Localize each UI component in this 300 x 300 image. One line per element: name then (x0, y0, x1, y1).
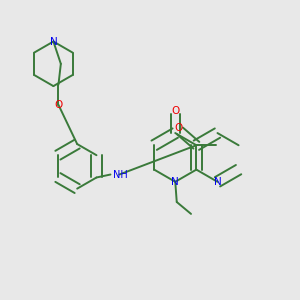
Text: O: O (175, 123, 183, 133)
Text: N: N (50, 37, 57, 46)
Text: N: N (214, 177, 221, 187)
Text: NH: NH (113, 169, 128, 179)
Text: O: O (171, 106, 179, 116)
Text: O: O (54, 100, 63, 110)
Text: N: N (171, 177, 179, 187)
